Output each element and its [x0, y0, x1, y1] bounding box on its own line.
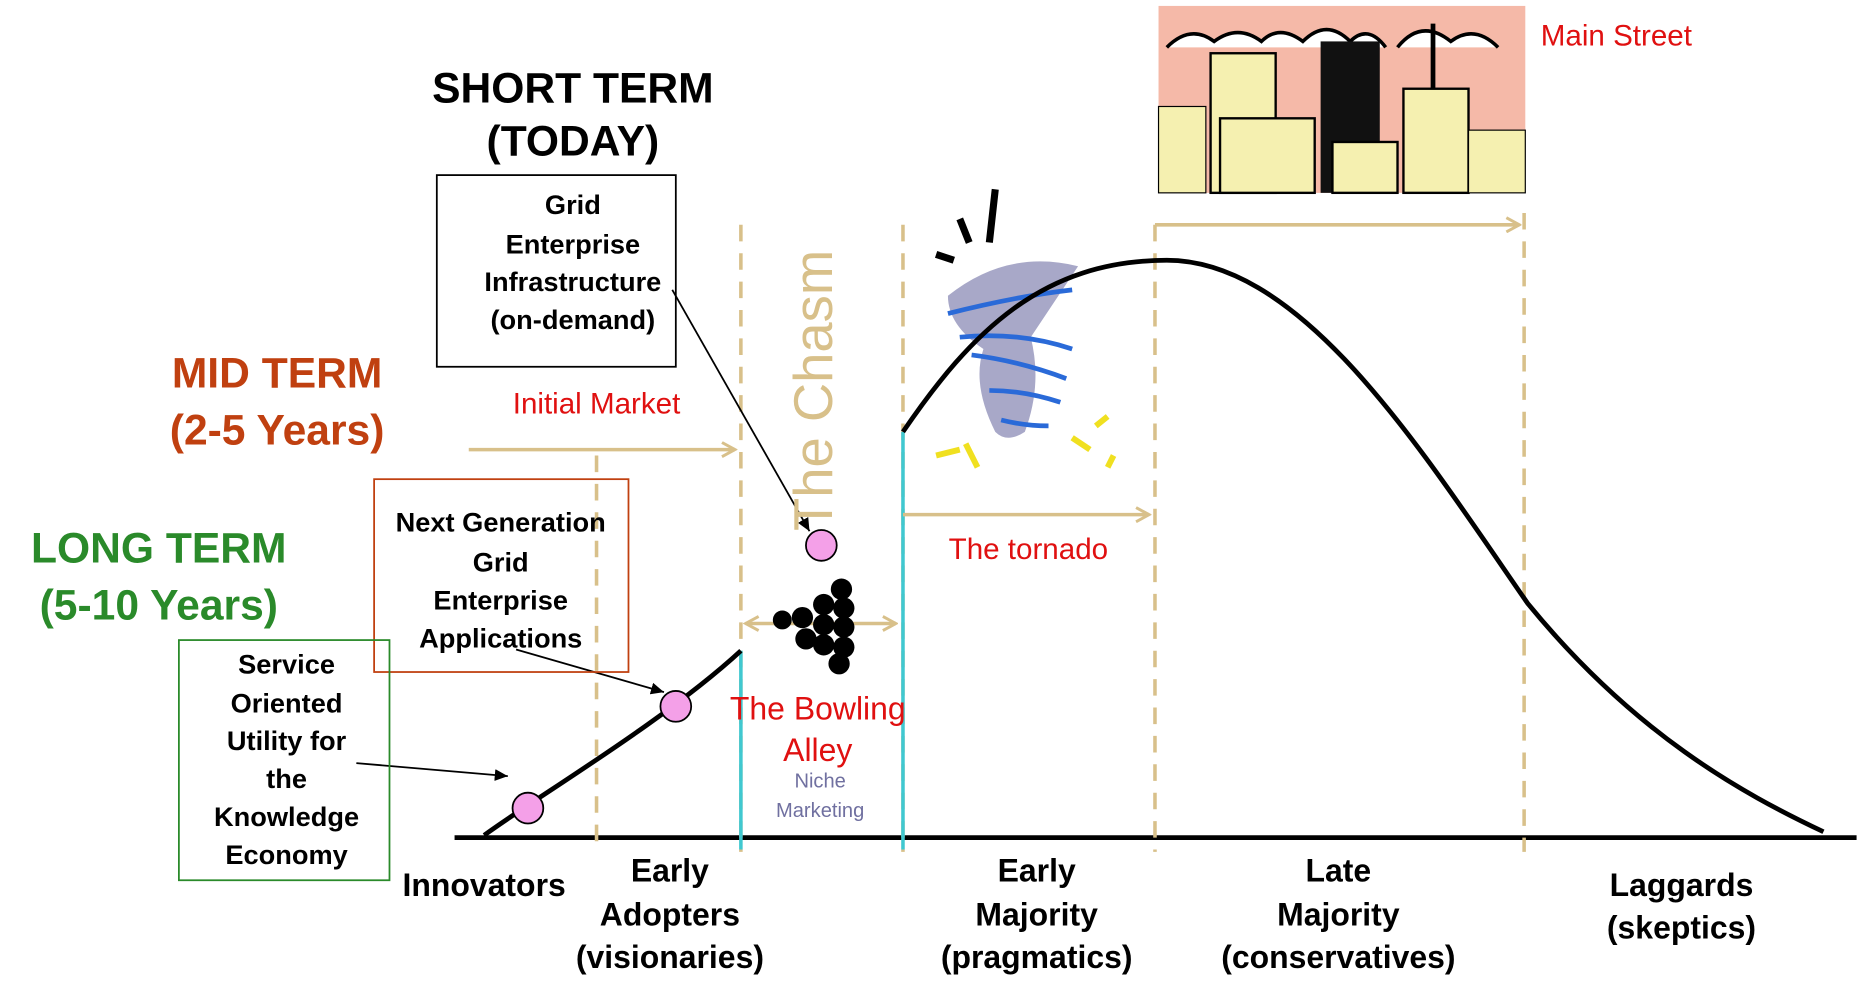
long-term-heading: (5-10 Years) — [40, 581, 278, 629]
short-term-box — [435, 174, 677, 368]
segment-label: Innovators — [403, 867, 566, 903]
tornado-label: The tornado — [949, 533, 1108, 566]
box-text: Oriented — [231, 687, 343, 718]
adoption-points — [511, 529, 838, 825]
segment-label: Late — [1306, 853, 1372, 889]
segment-label: (skeptics) — [1607, 909, 1756, 945]
mid-term-heading: MID TERM — [172, 349, 382, 397]
box-text: Economy — [225, 839, 347, 870]
box-text: Applications — [419, 622, 582, 653]
box-text: Infrastructure — [484, 266, 661, 297]
bowling-alley: Alley — [783, 732, 852, 768]
tornado — [934, 188, 1117, 469]
mid-term-box — [373, 478, 630, 673]
curve-right — [901, 257, 1825, 834]
segment-label: Laggards — [1610, 867, 1754, 903]
niche-marketing: Niche — [794, 770, 845, 792]
short-term-heading: SHORT TERM — [432, 64, 713, 112]
box-text: Utility for — [227, 725, 347, 756]
leaders — [356, 289, 811, 781]
box-text: Enterprise — [506, 228, 641, 259]
segment-label: Adopters — [600, 896, 740, 932]
long-term-box — [178, 639, 391, 882]
main-street: Main Street — [1541, 20, 1692, 53]
chasm-label: The Chasm — [783, 250, 844, 531]
chasm-edges — [739, 431, 905, 850]
city — [1157, 5, 1526, 195]
segment-label: Majority — [975, 896, 1098, 932]
box-text: Next Generation — [396, 506, 606, 537]
long-term-heading: LONG TERM — [31, 525, 286, 573]
segment-label: (conservatives) — [1221, 939, 1455, 975]
box-text: (on-demand) — [491, 304, 656, 335]
segment-label: Majority — [1277, 896, 1400, 932]
bowling-pins — [772, 578, 855, 675]
box-text: Enterprise — [433, 584, 568, 615]
box-text: Knowledge — [214, 801, 359, 832]
initial-market: Initial Market — [513, 388, 681, 421]
segment-label: Early — [998, 853, 1076, 889]
box-text: Grid — [473, 547, 529, 578]
niche-marketing: Marketing — [776, 800, 864, 822]
mid-term-heading: (2-5 Years) — [170, 406, 385, 454]
short-term-heading: (TODAY) — [487, 118, 660, 166]
box-text: the — [266, 763, 307, 794]
segment-label: Early — [631, 853, 709, 889]
segment-label: (visionaries) — [576, 939, 764, 975]
box-text: Grid — [545, 189, 601, 220]
segment-label: (pragmatics) — [941, 939, 1133, 975]
arrows — [468, 225, 1520, 624]
box-text: Service — [238, 648, 335, 679]
bowling-alley: The Bowling — [730, 691, 906, 727]
curve-left — [482, 648, 743, 838]
